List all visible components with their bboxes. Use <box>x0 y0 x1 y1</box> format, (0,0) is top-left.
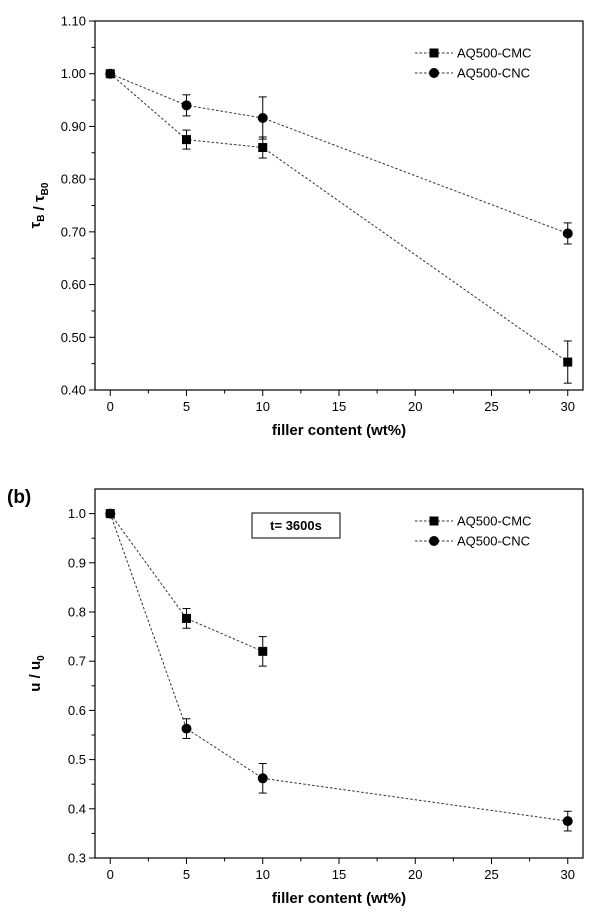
x-tick-label: 15 <box>332 867 346 882</box>
y-tick-label: 0.8 <box>68 605 86 620</box>
y-tick-label: 0.40 <box>61 383 86 398</box>
y-tick-label: 0.50 <box>61 330 86 345</box>
x-tick-label: 15 <box>332 399 346 414</box>
x-axis-title: filler content (wt%) <box>272 422 406 439</box>
legend-marker-circle <box>429 536 439 546</box>
legend-label: AQ500-CNC <box>457 66 530 81</box>
y-axis-title: u / u0 <box>27 655 47 692</box>
y-tick-label: 0.90 <box>61 119 86 134</box>
y-axis-title-part: u <box>27 661 44 670</box>
x-tick-label: 25 <box>484 867 498 882</box>
x-tick-label: 0 <box>107 399 114 414</box>
data-point-square <box>182 135 191 145</box>
y-tick-label: 0.7 <box>68 654 86 669</box>
data-point-circle <box>562 816 573 827</box>
legend-marker-square <box>429 516 439 526</box>
data-point-circle <box>257 773 268 784</box>
data-point-circle <box>105 68 116 79</box>
y-axis-title-part: u <box>27 683 44 692</box>
y-axis-title-subscript: 0 <box>36 655 47 661</box>
y-axis-title-part: τ <box>27 221 44 228</box>
data-point-circle <box>181 723 192 734</box>
data-point-square <box>258 143 268 153</box>
x-tick-label: 5 <box>183 399 190 414</box>
y-tick-label: 1.00 <box>61 66 86 81</box>
x-tick-label: 5 <box>183 867 190 882</box>
y-axis-title-subscript: B <box>36 215 47 222</box>
y-tick-label: 0.60 <box>61 277 86 292</box>
x-tick-label: 20 <box>408 867 422 882</box>
y-axis-title: τB / τB0 <box>27 182 51 228</box>
x-axis-title: filler content (wt%) <box>272 890 406 907</box>
y-axis-title-subscript: B0 <box>40 182 51 195</box>
data-point-square <box>258 646 268 656</box>
annotation-text: t= 3600s <box>270 518 322 533</box>
y-axis-title-part: τ <box>31 195 48 202</box>
legend-marker-square <box>429 48 439 58</box>
y-axis-title-part: / <box>27 670 44 683</box>
y-axis-title-part: / <box>31 202 48 215</box>
y-tick-label: 0.70 <box>61 224 86 239</box>
panel-label: (b) <box>7 487 31 508</box>
data-point-circle <box>562 228 573 239</box>
y-tick-label: 1.10 <box>61 14 86 29</box>
data-point-square <box>563 357 573 367</box>
legend-label: AQ500-CNC <box>457 534 530 549</box>
annotation-box <box>251 512 341 539</box>
data-point-circle <box>181 100 192 111</box>
data-point-square <box>182 613 191 623</box>
x-tick-label: 10 <box>256 867 270 882</box>
x-tick-label: 30 <box>561 399 575 414</box>
series-line-1 <box>110 73 568 234</box>
series-line-1 <box>109 513 568 822</box>
legend-label: AQ500-CMC <box>457 514 531 529</box>
y-tick-label: 1.0 <box>68 506 86 521</box>
y-tick-label: 0.9 <box>68 555 86 570</box>
x-tick-label: 20 <box>408 399 422 414</box>
y-tick-label: 0.3 <box>68 851 86 866</box>
data-point-circle <box>257 112 268 123</box>
series-line-0 <box>109 73 569 363</box>
x-tick-label: 0 <box>107 867 114 882</box>
legend-marker-circle <box>429 68 439 78</box>
series-line-0 <box>109 513 263 652</box>
y-tick-label: 0.4 <box>68 801 86 816</box>
y-tick-label: 0.80 <box>61 172 86 187</box>
legend-label: AQ500-CMC <box>457 46 531 61</box>
x-tick-label: 10 <box>256 399 270 414</box>
x-tick-label: 25 <box>484 399 498 414</box>
data-point-circle <box>105 508 116 519</box>
y-tick-label: 0.5 <box>68 752 86 767</box>
x-tick-label: 30 <box>561 867 575 882</box>
y-tick-label: 0.6 <box>68 703 86 718</box>
